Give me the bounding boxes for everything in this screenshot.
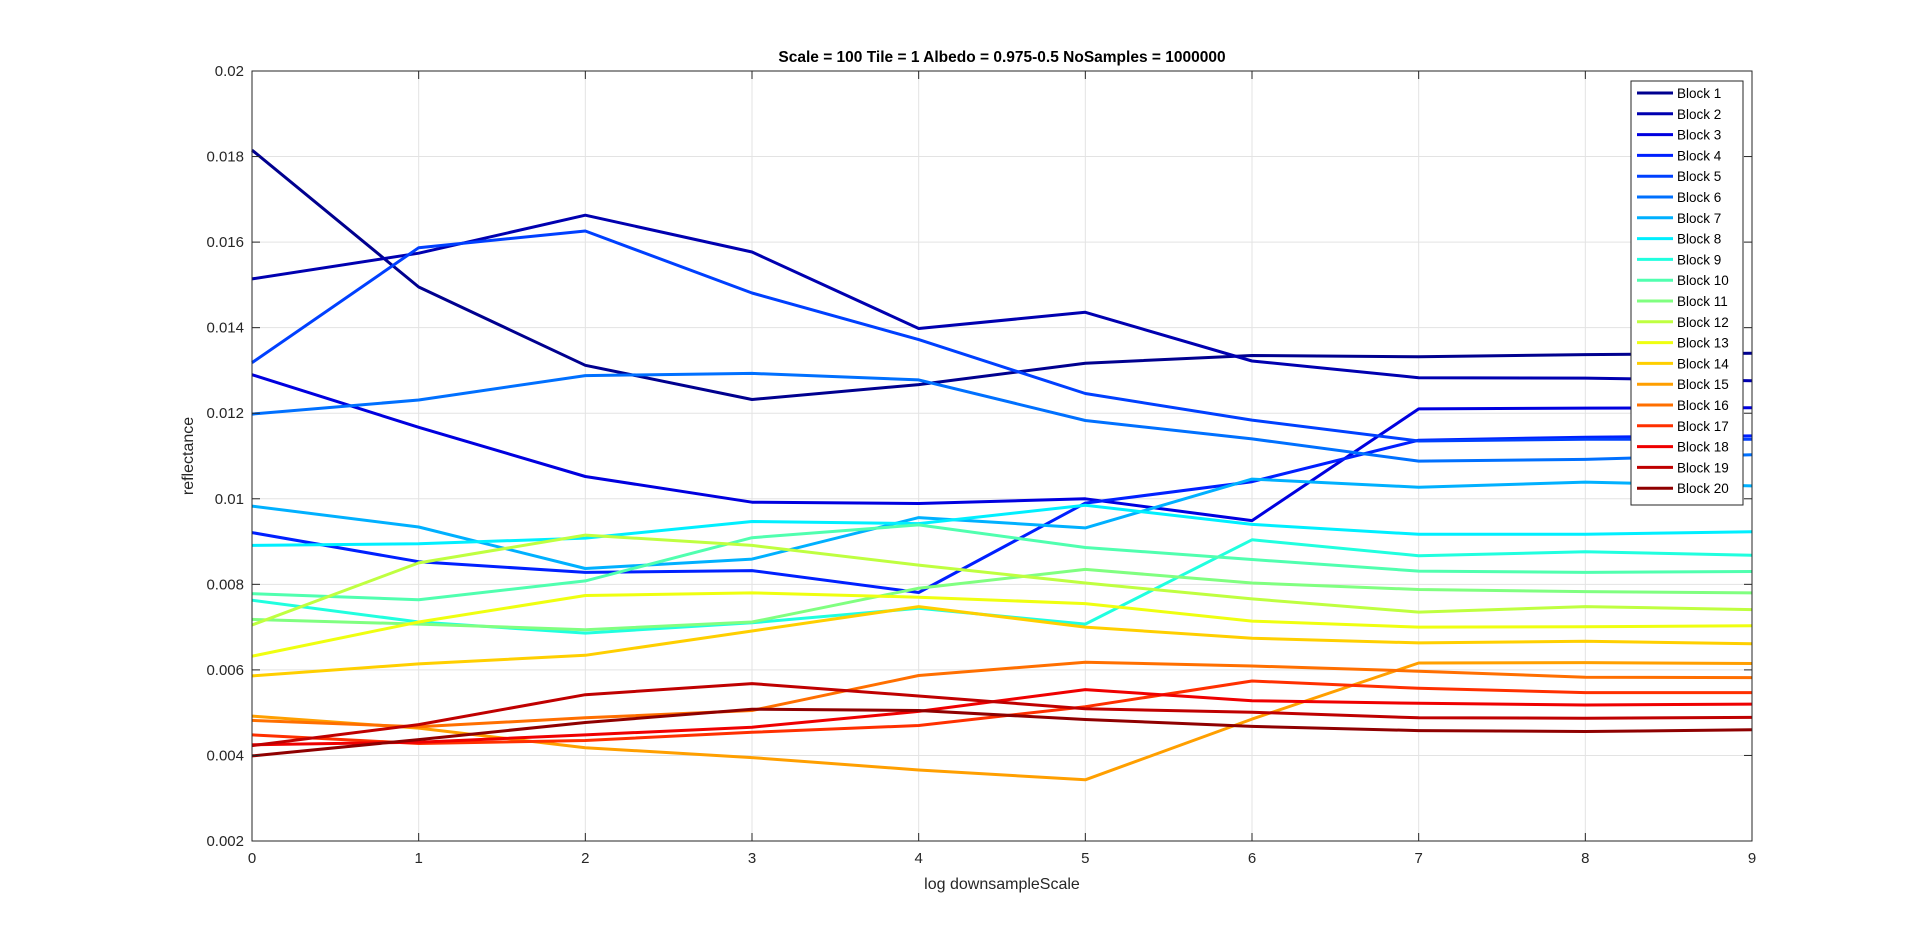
y-tick-label: 0.006 bbox=[206, 662, 244, 679]
legend-entry-label: Block 15 bbox=[1677, 377, 1729, 392]
legend-entry-label: Block 4 bbox=[1677, 148, 1722, 163]
series-line-block-6 bbox=[251, 371, 1753, 463]
series-line-block-18 bbox=[251, 688, 1753, 747]
legend-entry-label: Block 17 bbox=[1677, 419, 1729, 434]
x-tick-label: 3 bbox=[748, 850, 756, 867]
legend-entry-label: Block 3 bbox=[1677, 128, 1721, 143]
legend-entry-label: Block 14 bbox=[1677, 356, 1729, 371]
legend-box bbox=[1630, 80, 1744, 506]
legend-entry-label: Block 13 bbox=[1677, 336, 1729, 351]
x-axis-label: log downsampleScale bbox=[924, 876, 1080, 893]
x-tick-label: 1 bbox=[414, 850, 422, 867]
y-axis-label: reflectance bbox=[180, 417, 197, 495]
legend-entry-label: Block 1 bbox=[1677, 86, 1721, 101]
legend-entry-label: Block 8 bbox=[1677, 232, 1721, 247]
y-tick-label: 0.016 bbox=[206, 234, 244, 251]
series-line-block-14 bbox=[251, 605, 1753, 678]
legend-entry-label: Block 2 bbox=[1677, 107, 1721, 122]
x-tick-label: 4 bbox=[914, 850, 922, 867]
plot-frame bbox=[251, 70, 1753, 842]
series-line-block-13 bbox=[251, 591, 1753, 658]
legend-entry-label: Block 11 bbox=[1677, 294, 1728, 309]
y-tick-label: 0.01 bbox=[215, 491, 244, 508]
y-tick-label: 0.008 bbox=[206, 576, 244, 593]
x-tick-label: 5 bbox=[1081, 850, 1089, 867]
x-tick-label: 0 bbox=[248, 850, 256, 867]
series-lines bbox=[251, 148, 1753, 782]
y-tick-label: 0.002 bbox=[206, 833, 244, 850]
y-tick-label: 0.02 bbox=[215, 63, 244, 80]
legend-entry-label: Block 12 bbox=[1677, 315, 1729, 330]
series-line-block-10 bbox=[251, 523, 1753, 602]
legend-entry-label: Block 10 bbox=[1677, 273, 1729, 288]
legend-entry-label: Block 7 bbox=[1677, 211, 1721, 226]
legend-entry-label: Block 6 bbox=[1677, 190, 1721, 205]
y-tick-label: 0.012 bbox=[206, 405, 244, 422]
series-line-block-16 bbox=[251, 660, 1753, 729]
legend-entry-label: Block 9 bbox=[1677, 252, 1721, 267]
series-line-block-2 bbox=[251, 213, 1753, 383]
x-tick-label: 9 bbox=[1748, 850, 1756, 867]
y-tick-label: 0.014 bbox=[206, 320, 244, 337]
series-line-block-5 bbox=[251, 229, 1752, 443]
series-line-block-12 bbox=[251, 533, 1753, 627]
x-tick-label: 6 bbox=[1248, 850, 1256, 867]
legend: Block 1 Block 2 Block 3 Block 4 Block 5 Block… bbox=[1630, 80, 1744, 506]
legend-entry-label: Block 18 bbox=[1677, 440, 1729, 455]
series-line-block-19 bbox=[251, 682, 1753, 748]
plot-area bbox=[252, 71, 1752, 841]
legend-entry-label: Block 20 bbox=[1677, 481, 1729, 496]
series-line-block-8 bbox=[251, 503, 1753, 547]
series-line-block-1 bbox=[251, 148, 1753, 401]
series-line-block-20 bbox=[251, 707, 1753, 758]
axis-ticks: 0 1 2 3 4 5 6 7 8 9 0.002 0.004 0.006 0.008 0.01 0.012 0… bbox=[206, 63, 1756, 867]
x-tick-label: 7 bbox=[1414, 850, 1422, 867]
x-tick-label: 2 bbox=[581, 850, 589, 867]
y-tick-label: 0.004 bbox=[206, 747, 244, 764]
chart-title: Scale = 100 Tile = 1 Albedo = 0.975-0.5 … bbox=[778, 49, 1225, 66]
series-line-block-11 bbox=[251, 567, 1753, 632]
legend-entry-label: Block 16 bbox=[1677, 398, 1729, 413]
legend-entry-label: Block 19 bbox=[1677, 460, 1729, 475]
legend-entry-label: Block 5 bbox=[1677, 169, 1721, 184]
y-tick-label: 0.018 bbox=[206, 149, 244, 166]
series-line-block-3 bbox=[251, 373, 1753, 523]
x-tick-label: 8 bbox=[1581, 850, 1589, 867]
